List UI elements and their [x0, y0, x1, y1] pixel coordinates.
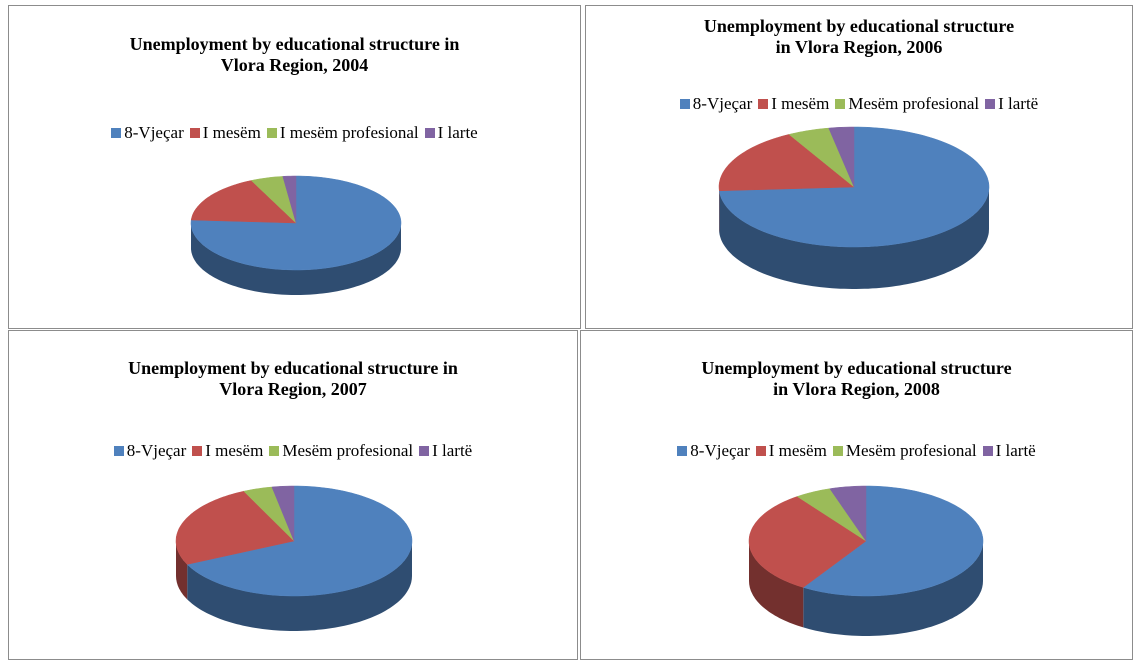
legend-item: I lartë: [985, 94, 1038, 114]
chart-panel: Unemployment by educational structure in…: [8, 330, 578, 660]
slice: [190, 180, 297, 224]
slice-side: [749, 541, 804, 628]
slice: [718, 134, 855, 192]
legend-swatch: [192, 446, 203, 456]
pie: [748, 485, 984, 636]
legend-swatch: [111, 128, 122, 138]
slice: [802, 485, 984, 597]
slice: [175, 490, 295, 565]
legend-label: 8-Vjeçar: [692, 94, 753, 113]
legend-label: Mesëm profesional: [848, 94, 980, 113]
chart-panel: Unemployment by educational structure in…: [8, 5, 581, 329]
pie: [190, 175, 402, 295]
legend-item: 8-Vjeçar: [679, 94, 753, 114]
legend-label: 8-Vjeçar: [124, 123, 184, 142]
chart-title: Unemployment by educational structure in …: [581, 358, 1132, 400]
slice: [829, 485, 867, 542]
legend-swatch: [677, 446, 688, 456]
title-line: Unemployment by educational structure in: [128, 358, 458, 378]
legend-swatch: [679, 99, 690, 109]
legend-label: Mesëm profesional: [845, 441, 977, 460]
title-line: Unemployment by educational structure: [701, 358, 1012, 378]
legend-swatch: [269, 446, 280, 456]
legend-label: 8-Vjeçar: [690, 441, 750, 460]
title-line: in Vlora Region, 2008: [773, 379, 940, 399]
slice: [796, 488, 867, 542]
legend-swatch: [758, 99, 769, 109]
legend-label: I mesëm: [202, 123, 261, 142]
legend-swatch: [755, 446, 766, 456]
slice: [250, 176, 297, 224]
legend: 8-Vjeçar I mesëm Mesëm profesional I lartë: [9, 441, 577, 461]
title-line: Unemployment by educational structure: [703, 16, 1015, 36]
slice: [282, 175, 297, 224]
legend-label: I mesëm: [768, 441, 827, 460]
legend-item: I mesëm: [758, 94, 829, 114]
legend-item: I mesëm: [192, 441, 263, 461]
legend-item: I mesëm profesional: [266, 123, 419, 143]
legend-item: I larte: [424, 123, 478, 143]
pie: [175, 485, 413, 631]
legend-label: Mesëm profesional: [282, 441, 414, 460]
title-line: Vlora Region, 2004: [220, 55, 369, 75]
legend-item: I mesëm: [189, 123, 261, 143]
legend-item: 8-Vjeçar: [111, 123, 184, 143]
legend-label: I lartë: [995, 441, 1036, 460]
legend-swatch: [985, 99, 996, 109]
slice-side: [719, 187, 989, 289]
legend-swatch: [419, 446, 430, 456]
legend-item: I lartë: [982, 441, 1036, 461]
legend-item: I lartë: [419, 441, 472, 461]
legend-label: I lartë: [432, 441, 473, 460]
slice: [828, 126, 855, 188]
title-line: Unemployment by educational structure in: [129, 34, 460, 54]
legend: 8-Vjeçar I mesëm I mesëm profesional I lart…: [9, 123, 580, 143]
chart-title: Unemployment by educational structure in …: [586, 16, 1132, 58]
title-line: in Vlora Region, 2006: [775, 37, 943, 57]
slice-side: [176, 541, 188, 600]
chart-title: Unemployment by educational structure in…: [9, 358, 577, 400]
chart-panel: Unemployment by educational structure in …: [580, 330, 1133, 660]
legend-label: I lartë: [998, 94, 1039, 113]
pie: [718, 126, 990, 289]
legend-item: 8-Vjeçar: [677, 441, 750, 461]
slice: [271, 485, 295, 542]
legend-item: I mesëm: [755, 441, 827, 461]
legend-swatch: [835, 99, 846, 109]
slice-side: [191, 223, 401, 295]
slice: [186, 485, 413, 597]
legend-item: Mesëm profesional: [832, 441, 977, 461]
legend-item: Mesëm profesional: [835, 94, 979, 114]
legend-swatch: [266, 128, 277, 138]
slice: [748, 496, 867, 588]
legend-label: I larte: [437, 123, 478, 142]
legend-label: I mesëm: [205, 441, 264, 460]
slice-side: [187, 541, 412, 631]
legend-label: I mesëm profesional: [279, 123, 419, 142]
legend-swatch: [113, 446, 124, 456]
legend: 8-Vjeçar I mesëm Mesëm profesional I lartë: [581, 441, 1132, 461]
legend-item: Mesëm profesional: [269, 441, 413, 461]
legend-swatch: [189, 128, 200, 138]
legend-swatch: [982, 446, 993, 456]
legend-label: I mesëm: [771, 94, 830, 113]
title-line: Vlora Region, 2007: [219, 379, 367, 399]
slice: [243, 486, 295, 542]
slice-side: [803, 541, 983, 636]
legend-label: 8-Vjeçar: [126, 441, 187, 460]
slice: [788, 127, 855, 188]
chart-title: Unemployment by educational structure in…: [9, 34, 580, 76]
legend-swatch: [424, 128, 435, 138]
legend-item: 8-Vjeçar: [113, 441, 187, 461]
legend-swatch: [832, 446, 843, 456]
chart-panel: Unemployment by educational structure in …: [585, 5, 1133, 329]
legend: 8-Vjeçar I mesëm Mesëm profesional I lartë: [586, 94, 1132, 114]
